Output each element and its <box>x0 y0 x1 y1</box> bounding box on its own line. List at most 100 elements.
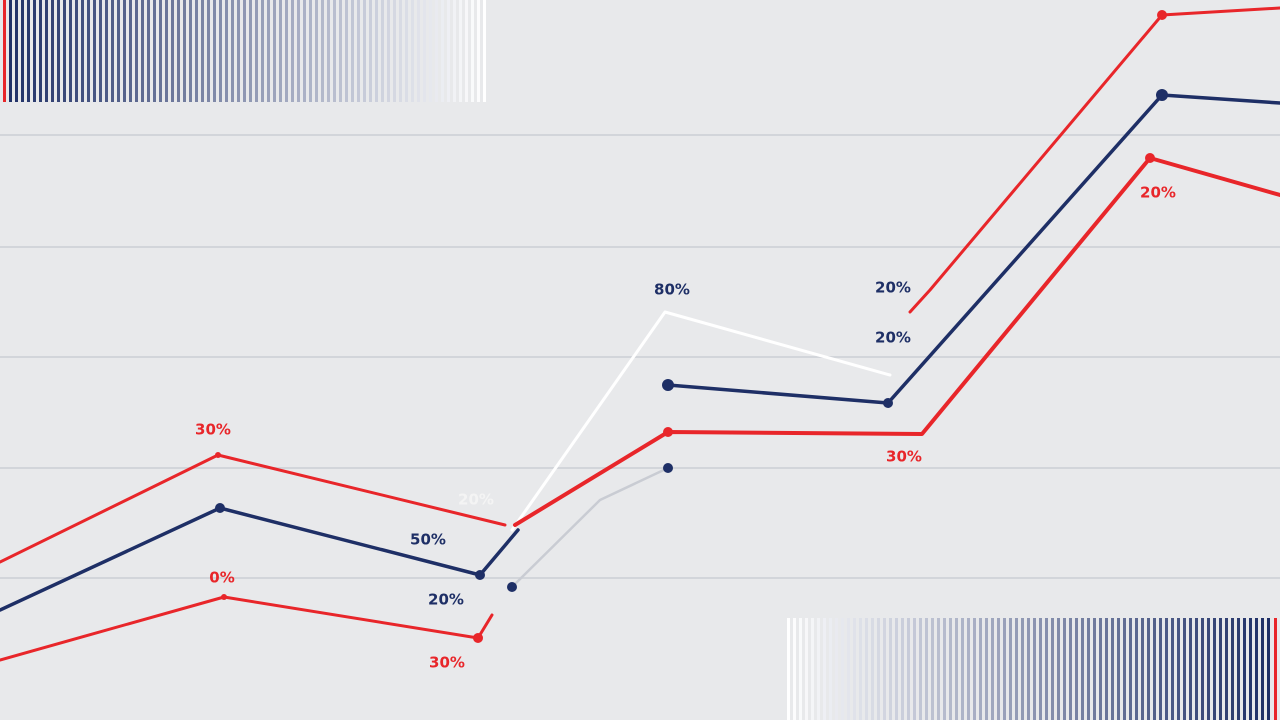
stripe <box>195 0 198 102</box>
stripe <box>399 0 402 102</box>
stripe <box>1267 618 1270 720</box>
stripe <box>483 0 486 102</box>
label: 30% <box>886 448 922 466</box>
stripe <box>417 0 420 102</box>
label: 20% <box>428 591 464 609</box>
point <box>475 570 485 580</box>
stripe <box>129 0 132 102</box>
stripe <box>111 0 114 102</box>
stripe <box>1063 618 1066 720</box>
stripe <box>279 0 282 102</box>
stripe <box>811 618 814 720</box>
point <box>215 452 221 458</box>
stripe <box>315 0 318 102</box>
stripe <box>1129 618 1132 720</box>
stripe <box>997 618 1000 720</box>
stripes <box>787 618 1277 720</box>
stripe <box>57 0 60 102</box>
stripe <box>423 0 426 102</box>
stripe <box>33 0 36 102</box>
stripe <box>375 0 378 102</box>
stripe <box>1009 618 1012 720</box>
stripe <box>1255 618 1258 720</box>
stripe <box>1039 618 1042 720</box>
stripe <box>51 0 54 102</box>
stripe <box>1045 618 1048 720</box>
stripe <box>363 0 366 102</box>
stripe <box>985 618 988 720</box>
stripe <box>853 618 856 720</box>
stripe <box>961 618 964 720</box>
stripe <box>943 618 946 720</box>
stripe <box>393 0 396 102</box>
stripe <box>429 0 432 102</box>
label: 50% <box>410 531 446 549</box>
stripe <box>1249 618 1252 720</box>
stripe <box>327 0 330 102</box>
stripe <box>465 0 468 102</box>
point <box>507 582 517 592</box>
label: 20% <box>1140 184 1176 202</box>
stripe <box>1069 618 1072 720</box>
point <box>1157 10 1167 20</box>
stripe <box>153 0 156 102</box>
stripe <box>991 618 994 720</box>
line <box>908 6 1280 314</box>
stripe <box>847 618 850 720</box>
stripe <box>1057 618 1060 720</box>
stripe <box>877 618 880 720</box>
stripes <box>3 0 486 102</box>
stripe <box>339 0 342 102</box>
stripe <box>1051 618 1054 720</box>
stripe <box>1153 618 1156 720</box>
stripe <box>309 0 312 102</box>
stripe <box>303 0 306 102</box>
stripe <box>1189 618 1192 720</box>
stripe <box>919 618 922 720</box>
stripe <box>27 0 30 102</box>
stripe <box>351 0 354 102</box>
stripe <box>291 0 294 102</box>
stripe <box>1231 618 1234 720</box>
stripe <box>333 0 336 102</box>
stripe <box>1207 618 1210 720</box>
stripe <box>123 0 126 102</box>
stripe <box>117 0 120 102</box>
stripe <box>1147 618 1150 720</box>
stripe <box>243 0 246 102</box>
label: 20% <box>875 329 911 347</box>
stripe <box>15 0 18 102</box>
stripe <box>357 0 360 102</box>
stripe <box>141 0 144 102</box>
point <box>215 503 225 513</box>
stripe <box>183 0 186 102</box>
stripe <box>189 0 192 102</box>
stripe <box>1003 618 1006 720</box>
stripe <box>81 0 84 102</box>
stripe <box>1219 618 1222 720</box>
stripe <box>1117 618 1120 720</box>
line <box>0 506 520 612</box>
stripe <box>135 0 138 102</box>
stripe <box>45 0 48 102</box>
stripe <box>787 618 790 720</box>
stripe <box>225 0 228 102</box>
stripe <box>805 618 808 720</box>
line <box>510 466 670 589</box>
stripe <box>865 618 868 720</box>
stripe <box>1093 618 1096 720</box>
stripe <box>405 0 408 102</box>
stripe <box>93 0 96 102</box>
stripe <box>1123 618 1126 720</box>
point <box>1156 89 1168 101</box>
stripe <box>925 618 928 720</box>
point <box>1145 153 1155 163</box>
stripe <box>895 618 898 720</box>
stripe <box>165 0 168 102</box>
stripe <box>1165 618 1168 720</box>
stripe <box>1075 618 1078 720</box>
stripe <box>871 618 874 720</box>
point <box>663 463 673 473</box>
point <box>662 379 674 391</box>
